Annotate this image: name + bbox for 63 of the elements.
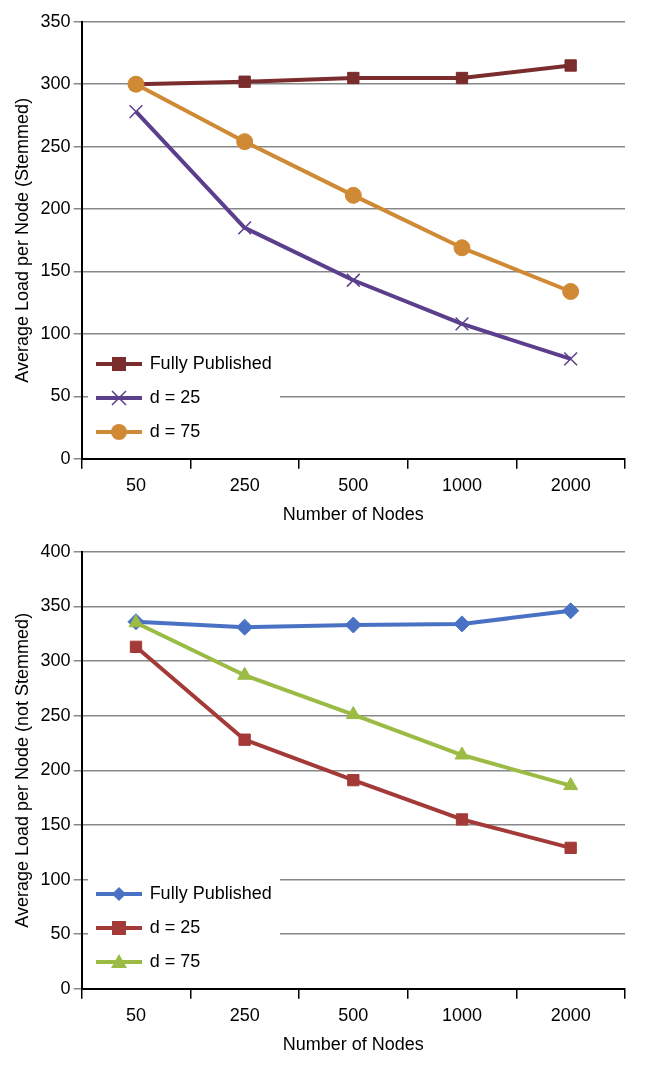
point (453, 615, 471, 633)
y-tick-label: 300 (40, 650, 71, 671)
point (128, 104, 144, 119)
point (453, 239, 471, 257)
x-axis-title: Number of Nodes (282, 1034, 424, 1055)
point (237, 666, 253, 680)
y-tick-label: 50 (50, 923, 71, 944)
x-tick-label: 1000 (441, 474, 483, 495)
y-tick-label: 200 (40, 759, 71, 780)
y-tick-label: 200 (40, 198, 71, 219)
x-tick-label: 2000 (550, 474, 591, 495)
point (563, 777, 579, 791)
point (454, 316, 470, 332)
y-tick-label: 0 (60, 977, 71, 998)
y-tick-label: 100 (40, 868, 71, 889)
x-tick-label: 500 (338, 1004, 369, 1025)
point (236, 133, 254, 151)
y-tick-label: 100 (40, 322, 71, 343)
point (564, 841, 577, 855)
point (562, 282, 580, 300)
point (455, 71, 469, 85)
x-axis-title: Number of Nodes (282, 504, 424, 525)
point (346, 273, 361, 288)
x-tick-label: 250 (229, 474, 260, 495)
point (563, 351, 578, 367)
y-tick-label: 300 (40, 73, 71, 94)
point (345, 706, 361, 720)
legend-label: d = 25 (149, 917, 201, 939)
point (455, 813, 469, 826)
legend-label: Fully Published (149, 353, 272, 375)
point (344, 616, 362, 634)
y-tick-label: 350 (40, 595, 71, 616)
y-tick-label: 50 (50, 385, 71, 406)
point (562, 602, 580, 620)
y-tick-label: 350 (40, 10, 71, 31)
y-tick-label: 250 (40, 135, 71, 156)
point (347, 773, 360, 787)
x-tick-label: 50 (125, 474, 146, 495)
point (238, 75, 251, 88)
y-axis-title: Average Load per Node (not Stemmed) (11, 612, 32, 928)
point (454, 746, 470, 760)
point (238, 733, 251, 746)
legend-label: d = 75 (149, 421, 201, 443)
x-tick-label: 250 (229, 1004, 260, 1025)
point (237, 220, 252, 235)
y-axis-title: Average Load per Node (Stemmed) (11, 97, 32, 383)
y-tick-label: 400 (40, 540, 71, 561)
point (129, 640, 143, 653)
x-tick-label: 50 (125, 1004, 146, 1025)
y-tick-label: 150 (40, 813, 71, 834)
x-tick-label: 1000 (441, 1004, 483, 1025)
y-tick-label: 250 (40, 704, 71, 725)
x-tick-label: 500 (338, 474, 369, 495)
point (236, 618, 254, 636)
legend-label: d = 75 (149, 951, 201, 973)
point (347, 71, 360, 85)
y-tick-label: 150 (40, 260, 71, 281)
legend-label: Fully Published (149, 883, 272, 905)
point (344, 186, 362, 204)
point (564, 59, 577, 72)
y-tick-label: 0 (60, 447, 71, 468)
x-tick-label: 2000 (550, 1004, 591, 1025)
legend-label: d = 25 (149, 387, 201, 409)
